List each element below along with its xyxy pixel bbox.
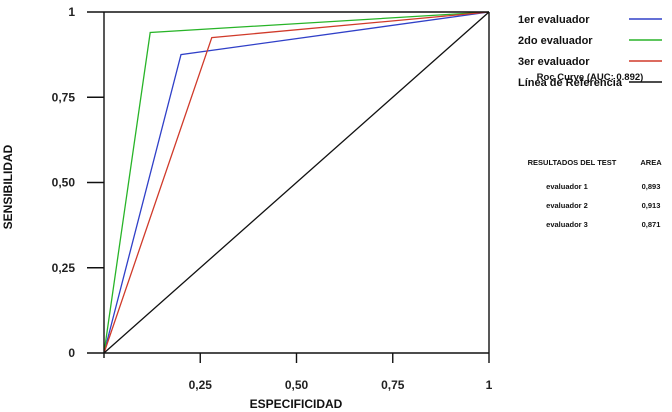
legend-label: 1er evaluador bbox=[518, 14, 590, 26]
y-tick-label: 0,75 bbox=[52, 90, 76, 104]
y-tick-label: 0,25 bbox=[52, 261, 76, 275]
results-header: RESULTADOS DEL TEST bbox=[528, 158, 617, 167]
x-tick-label: 0,25 bbox=[189, 378, 213, 392]
series-line-4 bbox=[103, 11, 490, 354]
x-tick-label: 1 bbox=[486, 378, 493, 392]
results-row-area: 0,893 bbox=[642, 182, 661, 191]
series-line-1 bbox=[103, 11, 490, 354]
legend-label: 2do evaluador bbox=[518, 35, 593, 47]
curves-layer bbox=[103, 11, 490, 354]
results-table: RESULTADOS DEL TEST AREA evaluador 1 0,893 e… bbox=[528, 158, 663, 229]
legend-label: 3er evaluador bbox=[518, 56, 590, 68]
y-axis-title: SENSIBILIDAD bbox=[1, 144, 15, 229]
legend: 1er evaluador 2do evaluador 3er evaluador L… bbox=[518, 14, 662, 89]
series-line-3 bbox=[103, 11, 490, 354]
area-header: AREA bbox=[640, 158, 662, 167]
results-row-label: evaluador 3 bbox=[546, 220, 588, 229]
results-row-area: 0,871 bbox=[642, 220, 661, 229]
y-tick-label: 0 bbox=[68, 346, 75, 360]
y-tick-label: 1 bbox=[68, 5, 75, 19]
legend-label: Línea de Referencia bbox=[518, 77, 623, 89]
y-tick-label: 0,50 bbox=[52, 176, 76, 190]
results-row-label: evaluador 2 bbox=[546, 201, 588, 210]
roc-auc-caption: Roc Curve (AUC: 0.892) bbox=[537, 72, 644, 83]
results-row-label: evaluador 1 bbox=[546, 182, 588, 191]
x-tick-label: 0,75 bbox=[381, 378, 405, 392]
series-line-2 bbox=[103, 11, 490, 354]
axes-layer: 0 0,25 0,50 0,75 1 0,25 0,50 0,75 1 bbox=[52, 5, 493, 392]
results-row-area: 0,913 bbox=[642, 201, 661, 210]
x-tick-label: 0,50 bbox=[285, 378, 309, 392]
x-axis-title: ESPECIFICIDAD bbox=[250, 397, 343, 411]
